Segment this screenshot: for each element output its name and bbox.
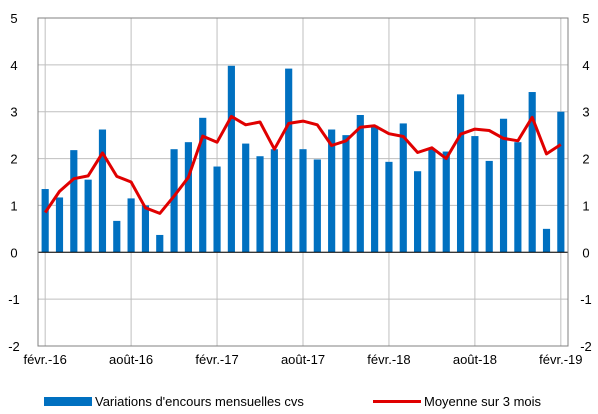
x-tick-label: févr.-17 — [195, 352, 238, 367]
bar — [256, 156, 264, 253]
y-tick-label-left: 1 — [10, 198, 17, 213]
legend-item-line: Moyenne sur 3 mois — [373, 394, 541, 409]
bar — [213, 166, 221, 253]
y-tick-label-right: -1 — [580, 292, 592, 307]
y-tick-label-left: 0 — [10, 245, 17, 260]
legend-swatch-line — [373, 400, 421, 403]
bar-series — [41, 65, 565, 253]
axes — [37, 17, 569, 347]
bar — [127, 198, 135, 253]
legend-item-bars: Variations d'encours mensuelles cvs — [44, 394, 304, 409]
bar — [342, 135, 350, 253]
tick-labels: -2 -2 -1 -1 0 0 1 1 2 2 3 3 4 4 5 5 févr.-16 août-16 févr.… — [8, 11, 592, 367]
bar — [557, 111, 565, 253]
bar — [70, 150, 78, 253]
plot-frame — [37, 17, 569, 347]
y-tick-label-right: 1 — [582, 198, 589, 213]
bar — [98, 129, 107, 253]
bar — [428, 149, 436, 253]
bar — [285, 68, 293, 253]
bar — [471, 136, 479, 253]
y-tick-label-left: 3 — [10, 105, 17, 120]
y-tick-label-right: 3 — [582, 105, 589, 120]
line-series — [43, 114, 562, 215]
y-tick-label-right: 0 — [582, 245, 589, 260]
bar — [199, 117, 207, 253]
bar — [528, 92, 536, 253]
x-tick-label: août-17 — [281, 352, 325, 367]
bar — [242, 143, 250, 253]
x-tick-label: août-16 — [109, 352, 153, 367]
bar — [442, 151, 450, 253]
bar — [328, 129, 336, 253]
x-tick-label: août-18 — [453, 352, 497, 367]
bar — [156, 234, 164, 253]
y-tick-label-left: -1 — [8, 292, 20, 307]
bar — [356, 114, 364, 253]
x-tick-label: févr.-18 — [367, 352, 410, 367]
bar — [313, 159, 321, 253]
bar — [270, 149, 278, 253]
y-tick-label-left: 5 — [10, 11, 17, 26]
bar — [385, 161, 393, 253]
legend-swatch-bar — [44, 397, 92, 406]
bar — [371, 125, 379, 253]
bar — [514, 142, 522, 253]
y-tick-label-left: 4 — [10, 58, 17, 73]
y-tick-label-right: 5 — [582, 11, 589, 26]
y-tick-label-left: 2 — [10, 152, 17, 167]
legend-label-bars: Variations d'encours mensuelles cvs — [95, 394, 304, 409]
bar — [41, 189, 49, 253]
bar — [184, 142, 192, 253]
y-tick-label-right: 4 — [582, 58, 589, 73]
bar — [170, 149, 178, 253]
moving-average-line — [43, 114, 562, 215]
bar — [84, 179, 92, 253]
bar — [456, 94, 465, 253]
y-tick-label-right: 2 — [582, 152, 589, 167]
bar — [485, 160, 493, 253]
bar — [542, 228, 551, 253]
y-tick-label-left: -2 — [8, 339, 20, 354]
bar — [55, 197, 64, 253]
bar — [414, 171, 422, 253]
x-tick-label: févr.-16 — [23, 352, 66, 367]
bar — [227, 65, 235, 253]
legend: Variations d'encours mensuelles cvs Moye… — [0, 394, 598, 414]
bar — [113, 220, 121, 253]
bar — [499, 118, 508, 253]
y-tick-label-right: -2 — [580, 339, 592, 354]
bar — [399, 123, 407, 253]
x-tick-label: févr.-19 — [539, 352, 582, 367]
bar — [299, 149, 307, 253]
bar — [141, 205, 150, 253]
chart: -2 -2 -1 -1 0 0 1 1 2 2 3 3 4 4 5 5 févr.-16 août-16 févr.… — [8, 11, 592, 367]
legend-label-line: Moyenne sur 3 mois — [424, 394, 542, 409]
